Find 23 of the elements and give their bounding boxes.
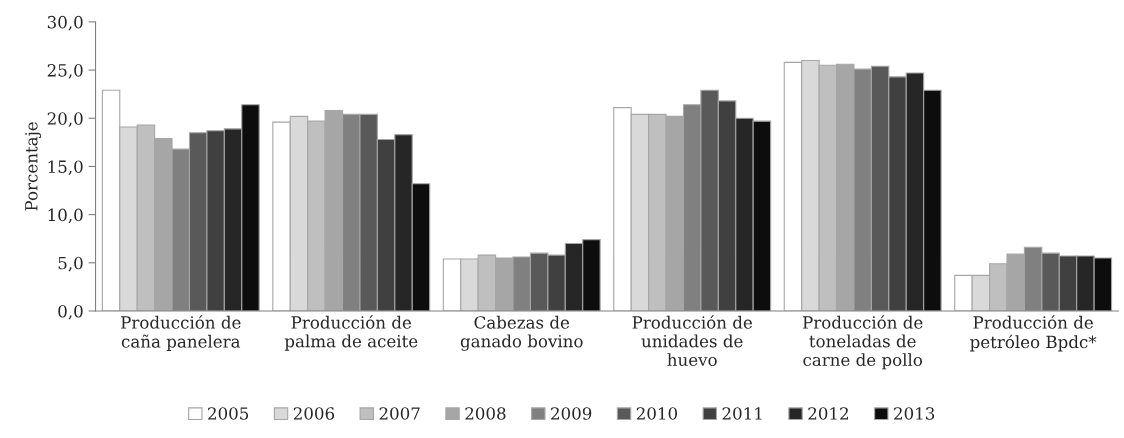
legend-label: 2011 (722, 407, 762, 420)
y-tick-label: 10,0 (48, 208, 83, 224)
y-tick-label: 25,0 (47, 64, 83, 79)
x-tick-label: Producción de palma de aceite (284, 315, 418, 351)
legend-label: 2010 (636, 407, 678, 420)
y-tick-label: 5,0 (58, 256, 83, 272)
legend-label: 2007 (379, 407, 420, 420)
y-tick-label: 30,0 (47, 15, 83, 31)
legend-label: 2009 (551, 407, 592, 420)
legend-label: 2006 (293, 407, 335, 420)
y-tick-label: 0,0 (58, 304, 83, 320)
y-tick-label: 20,0 (47, 112, 83, 127)
legend-label: 2005 (208, 407, 249, 420)
legend-label: 2012 (808, 407, 848, 420)
x-tick-label: Cabezas de ganado bovino (460, 315, 583, 351)
x-tick-label: Producción de toneladas de carne de pollo (802, 315, 923, 370)
y-tick-label: 15,0 (48, 160, 83, 176)
legend-label: 2008 (465, 407, 506, 420)
x-tick-label: Producción de unidades de huevo (632, 315, 752, 367)
legend-label: 2013 (894, 407, 935, 420)
y-axis-title: Porcentaje (25, 122, 42, 211)
x-tick-label: Producción de caña panelera (121, 315, 241, 351)
x-tick-label: Producción de petróleo Bpdc* (970, 315, 1097, 352)
